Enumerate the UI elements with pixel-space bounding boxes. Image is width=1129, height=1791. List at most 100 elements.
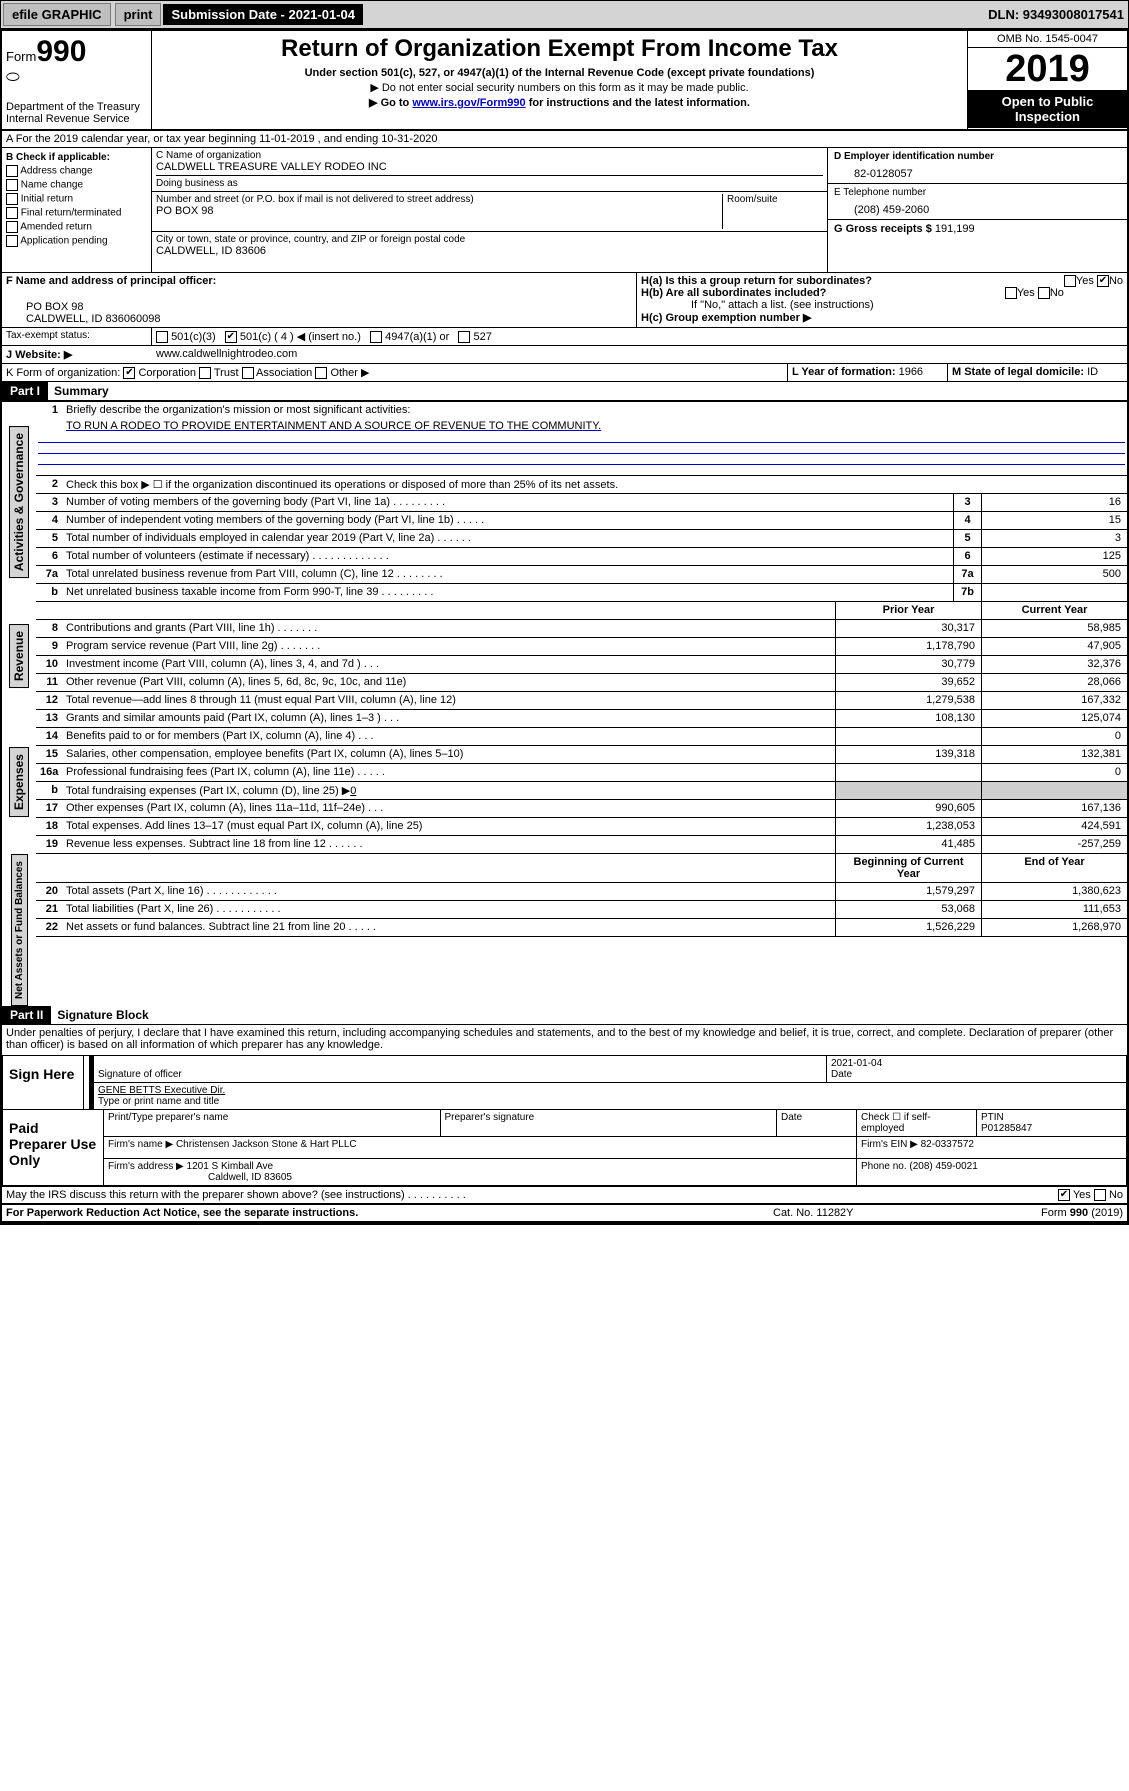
- street-addr: PO BOX 98: [156, 205, 722, 217]
- form-header: Form990 ⬭ Department of the Treasury Int…: [2, 31, 1127, 131]
- netassets-block: Net Assets or Fund Balances Beginning of…: [2, 854, 1127, 1006]
- form-note1: ▶ Do not enter social security numbers o…: [156, 81, 963, 94]
- r15p: 139,318: [835, 746, 981, 763]
- r13c: 125,074: [981, 710, 1127, 727]
- firm-ein: 82-0337572: [921, 1139, 974, 1150]
- paid-prep-label: Paid Preparer Use Only: [3, 1110, 103, 1185]
- check-label: B Check if applicable:: [6, 152, 147, 163]
- discuss-yes-check[interactable]: [1058, 1189, 1070, 1201]
- rev-sidebar: Revenue: [9, 624, 29, 688]
- r9p: 1,178,790: [835, 638, 981, 655]
- l5-value: 3: [981, 530, 1127, 547]
- r14p: [835, 728, 981, 745]
- r10c: 32,376: [981, 656, 1127, 673]
- r20c: 1,380,623: [981, 883, 1127, 900]
- r18c: 424,591: [981, 818, 1127, 835]
- expenses-block: Expenses 13Grants and similar amounts pa…: [2, 710, 1127, 854]
- r22p: 1,526,229: [835, 919, 981, 936]
- mission-text: TO RUN A RODEO TO PROVIDE ENTERTAINMENT …: [36, 420, 1127, 432]
- form-container: Form990 ⬭ Department of the Treasury Int…: [0, 29, 1129, 1225]
- officer-addr2: CALDWELL, ID 836060098: [26, 313, 632, 325]
- website-url: www.caldwellnightrodeo.com: [152, 346, 1127, 363]
- amended-return-check[interactable]: Amended return: [6, 221, 147, 233]
- discuss-row: May the IRS discuss this return with the…: [2, 1186, 1127, 1203]
- org-name: CALDWELL TREASURE VALLEY RODEO INC: [156, 161, 823, 173]
- l7a-value: 500: [981, 566, 1127, 583]
- firm-phone: (208) 459-0021: [909, 1161, 977, 1172]
- trust-check[interactable]: [199, 367, 211, 379]
- preparer-block: Paid Preparer Use Only Print/Type prepar…: [2, 1110, 1127, 1186]
- form-title: Return of Organization Exempt From Incom…: [156, 35, 963, 63]
- hb-no-check[interactable]: [1038, 287, 1050, 299]
- initial-return-check[interactable]: Initial return: [6, 193, 147, 205]
- r10p: 30,779: [835, 656, 981, 673]
- formation-year: 1966: [899, 366, 923, 378]
- ein-value: 82-0128057: [834, 162, 1121, 180]
- r16ac: 0: [981, 764, 1127, 781]
- net-sidebar: Net Assets or Fund Balances: [11, 854, 28, 1006]
- omb-number: OMB No. 1545-0047: [968, 31, 1127, 48]
- r12p: 1,279,538: [835, 692, 981, 709]
- l4-value: 15: [981, 512, 1127, 529]
- ein-label: D Employer identification number: [834, 151, 1121, 162]
- ha-no-check[interactable]: [1097, 275, 1109, 287]
- r13p: 108,130: [835, 710, 981, 727]
- r15c: 132,381: [981, 746, 1127, 763]
- name-change-check[interactable]: Name change: [6, 179, 147, 191]
- efile-button[interactable]: efile GRAPHIC: [3, 3, 111, 26]
- tax-period: A For the 2019 calendar year, or tax yea…: [2, 131, 1127, 148]
- hb-row: H(b) Are all subordinates included? Yes …: [641, 287, 1123, 299]
- activities-block: Activities & Governance 1Briefly describ…: [2, 402, 1127, 602]
- part2-header: Part II Signature Block: [2, 1006, 1127, 1025]
- top-toolbar: efile GRAPHIC print Submission Date - 20…: [0, 0, 1129, 29]
- addr-change-check[interactable]: Address change: [6, 165, 147, 177]
- corp-check[interactable]: [123, 367, 135, 379]
- assoc-check[interactable]: [242, 367, 254, 379]
- status-label: Tax-exempt status:: [2, 328, 152, 345]
- r11c: 28,066: [981, 674, 1127, 691]
- cat-no: Cat. No. 11282Y: [773, 1207, 973, 1219]
- ha-row: H(a) Is this a group return for subordin…: [641, 275, 1123, 287]
- dba-label: Doing business as: [156, 175, 823, 189]
- sign-here-label: Sign Here: [3, 1056, 83, 1109]
- part1-header: Part I Summary: [2, 382, 1127, 402]
- 527-check[interactable]: [458, 331, 470, 343]
- section-b: B Check if applicable: Address change Na…: [2, 148, 1127, 273]
- form-org-row: K Form of organization: Corporation Trus…: [2, 364, 1127, 382]
- website-row: J Website: ▶ www.caldwellnightrodeo.com: [2, 346, 1127, 364]
- r19c: -257,259: [981, 836, 1127, 853]
- phone-value: (208) 459-2060: [834, 198, 1121, 216]
- ptin-value: P01285847: [981, 1123, 1032, 1134]
- signature-block: Sign Here Signature of officer 2021-01-0…: [2, 1055, 1127, 1110]
- r12c: 167,332: [981, 692, 1127, 709]
- other-check[interactable]: [315, 367, 327, 379]
- ha-yes-check[interactable]: [1064, 275, 1076, 287]
- r11p: 39,652: [835, 674, 981, 691]
- firm-addr: 1201 S Kimball Ave: [187, 1161, 274, 1172]
- final-return-check[interactable]: Final return/terminated: [6, 207, 147, 219]
- dln-number: DLN: 93493008017541: [988, 7, 1128, 22]
- dept-label: Department of the Treasury Internal Reve…: [6, 101, 147, 125]
- gross-value: 191,199: [935, 223, 975, 235]
- hb-yes-check[interactable]: [1005, 287, 1017, 299]
- phone-label: E Telephone number: [834, 187, 1121, 198]
- l3-value: 16: [981, 494, 1127, 511]
- a1-check[interactable]: [370, 331, 382, 343]
- domicile-state: ID: [1087, 366, 1098, 378]
- instructions-link[interactable]: www.irs.gov/Form990: [412, 97, 525, 109]
- r9c: 47,905: [981, 638, 1127, 655]
- discuss-no-check[interactable]: [1094, 1189, 1106, 1201]
- paperwork-row: For Paperwork Reduction Act Notice, see …: [2, 1203, 1127, 1223]
- revenue-block: Revenue Prior YearCurrent Year 8Contribu…: [2, 602, 1127, 710]
- app-pending-check[interactable]: Application pending: [6, 235, 147, 247]
- r8p: 30,317: [835, 620, 981, 637]
- room-label: Room/suite: [723, 194, 823, 229]
- form-subtitle: Under section 501(c), 527, or 4947(a)(1)…: [156, 67, 963, 79]
- r19p: 41,485: [835, 836, 981, 853]
- r8c: 58,985: [981, 620, 1127, 637]
- c3-check[interactable]: [156, 331, 168, 343]
- c-check[interactable]: [225, 331, 237, 343]
- officer-addr1: PO BOX 98: [26, 301, 632, 313]
- exp-sidebar: Expenses: [9, 747, 29, 817]
- print-button[interactable]: print: [115, 3, 162, 26]
